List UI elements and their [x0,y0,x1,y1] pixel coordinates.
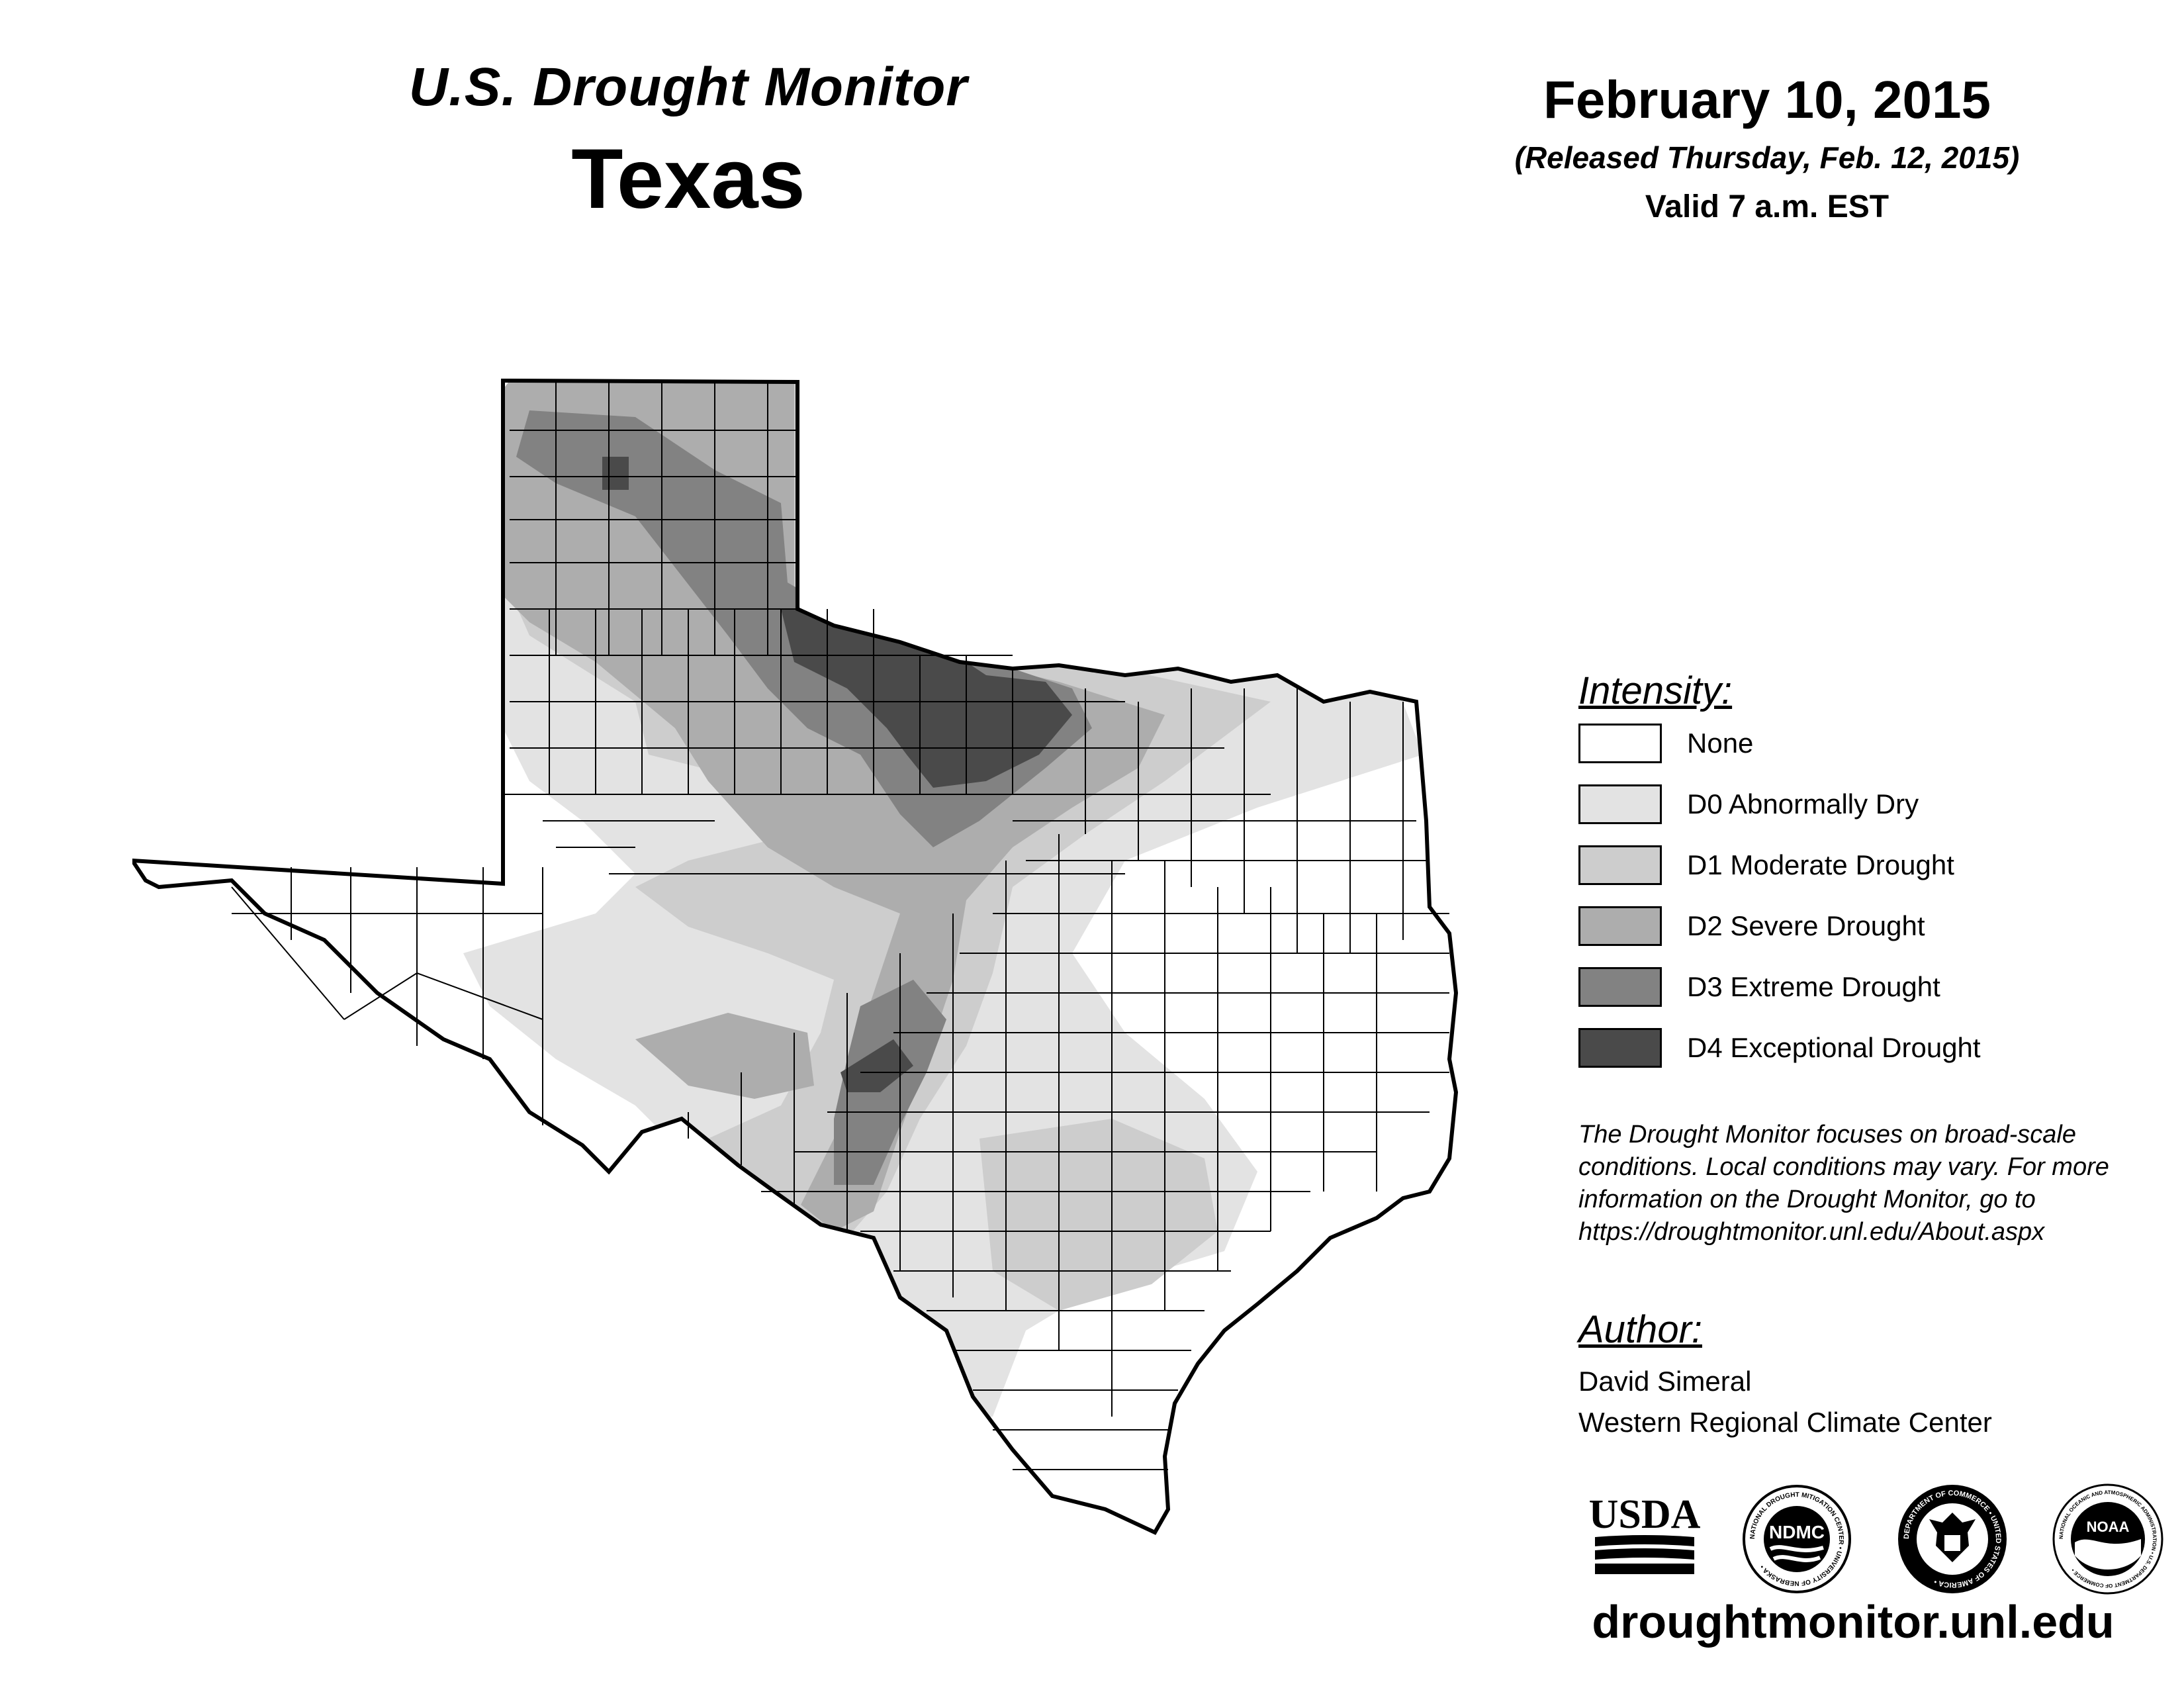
legend-label-none: None [1687,727,1754,759]
legend-label-d1: D1 Moderate Drought [1687,849,1954,880]
legend-label-d2: D2 Severe Drought [1687,910,1925,941]
agency-logos: USDA NATIONAL DROUGHT MITIGATION CENTER … [1588,1483,2171,1595]
legend-item-d1: D1 Moderate Drought [1578,835,2174,896]
noaa-logo: NATIONAL OCEANIC AND ATMOSPHERIC ADMINIS… [2052,1483,2163,1595]
ndmc-logo-text: NDMC [1769,1522,1825,1542]
legend-swatch-none [1578,724,1662,763]
drought-monitor-note: The Drought Monitor focuses on broad-sca… [1578,1121,2109,1246]
legend-swatch-d3 [1578,967,1662,1007]
map-date: February 10, 2015 [1543,70,1991,129]
legend-item-d4: D4 Exceptional Drought [1578,1017,2174,1078]
d2-severe-drought-area [503,381,1165,1231]
legend-item-none: None [1578,713,2174,774]
legend-item-d0: D0 Abnormally Dry [1578,774,2174,835]
state-title: Texas [571,132,805,226]
legend-swatch-d1 [1578,845,1662,885]
legend-item-d2: D2 Severe Drought [1578,896,2174,957]
legend-swatch-d0 [1578,784,1662,824]
legend-label-d0: D0 Abnormally Dry [1687,788,1919,820]
map-svg [128,379,1459,1535]
valid-time: Valid 7 a.m. EST [1645,189,1889,224]
legend-swatch-d2 [1578,906,1662,946]
d4-exceptional-drought-area-south [841,1039,913,1092]
author-name: David Simeral [1578,1366,1752,1397]
d4-exceptional-drought-spot [602,457,629,490]
department-of-commerce-seal: DEPARTMENT OF COMMERCE • UNITED STATES O… [1898,1485,2007,1593]
legend-item-d3: D3 Extreme Drought [1578,957,2174,1017]
legend-swatch-d4 [1578,1028,1662,1068]
texas-state-outline [128,379,1459,1535]
d1-moderate-drought-area-south [979,1119,1218,1311]
texas-drought-map [128,357,1489,1615]
website-url[interactable]: droughtmonitor.unl.edu [1592,1596,2115,1648]
legend-heading: Intensity: [1578,669,1733,712]
ndmc-logo: NATIONAL DROUGHT MITIGATION CENTER • UNI… [1743,1485,1851,1593]
header-right: February 10, 2015 (Released Thursday, Fe… [1456,70,2078,225]
county-grid [231,381,1449,1470]
release-date: (Released Thursday, Feb. 12, 2015) [1514,140,2020,175]
usda-logo-text: USDA [1589,1492,1701,1537]
d2-severe-drought-area-south [635,1013,814,1099]
d4-exceptional-drought-area [781,609,1072,788]
header-left: U.S. Drought Monitor Texas [344,56,1032,228]
legend-label-d4: D4 Exceptional Drought [1687,1032,1981,1063]
legend: Intensity: None D0 Abnormally Dry D1 Mod… [1578,669,2174,1078]
author-org: Western Regional Climate Center [1578,1407,1992,1438]
noaa-logo-text: NOAA [2087,1519,2130,1535]
legend-label-d3: D3 Extreme Drought [1687,971,1940,1002]
monitor-title: U.S. Drought Monitor [408,57,968,117]
usda-logo: USDA [1589,1492,1701,1574]
author-block: Author: David Simeral Western Regional C… [1578,1307,2174,1439]
drought-areas [463,381,1423,1430]
author-heading: Author: [1578,1308,1702,1351]
